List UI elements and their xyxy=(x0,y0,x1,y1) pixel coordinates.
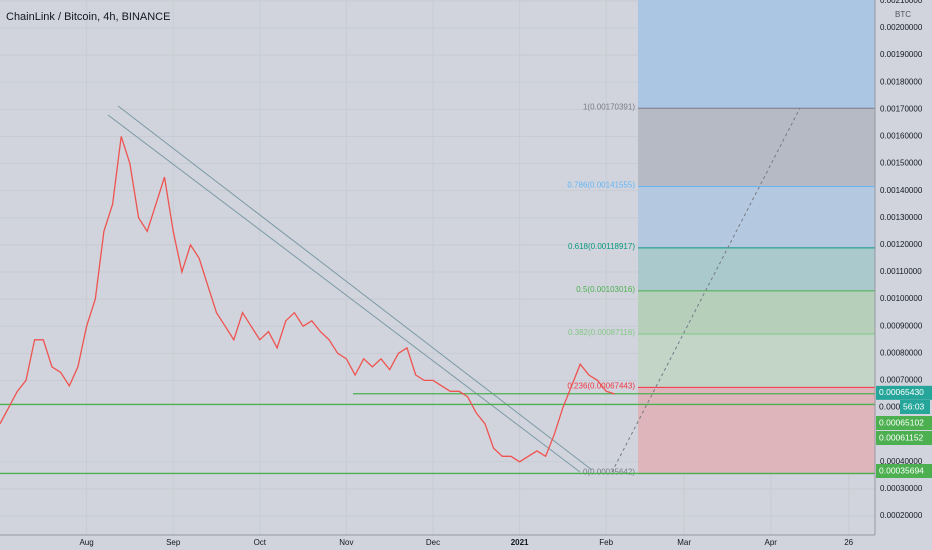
countdown-timer: 56:03 xyxy=(903,401,925,411)
fib-label: 0.5(0.00103016) xyxy=(576,285,635,294)
x-tick-label: Sep xyxy=(166,538,181,547)
axes: 0.00020000 0.00030000 0.00040000 0.00070000… xyxy=(79,0,932,547)
y-tick-label: 0.00120000 xyxy=(880,240,923,249)
fib-zone xyxy=(638,186,875,248)
y-tick-label: 0.00090000 xyxy=(880,321,923,330)
x-tick-label: Dec xyxy=(426,538,440,547)
y-tick-label: 0.00140000 xyxy=(880,186,923,195)
x-tick-label: 26 xyxy=(844,538,853,547)
y-tick-label: 0.00040000 xyxy=(880,457,923,466)
x-tick-label: Feb xyxy=(599,538,613,547)
fib-zone xyxy=(638,247,875,291)
fib-zone xyxy=(638,108,875,187)
price-line xyxy=(0,136,616,463)
x-tick-label: Mar xyxy=(677,538,691,547)
y-tick-label: 0.00180000 xyxy=(880,77,923,86)
fib-zone xyxy=(638,334,875,388)
y-tick-label: 0.00170000 xyxy=(880,104,923,113)
x-tick-label: Oct xyxy=(254,538,267,547)
projection-line xyxy=(611,107,801,473)
fib-retracement: 1(0.00170391) 0.786(0.00141555) 0.618(0.00… xyxy=(567,0,875,477)
y-axis-panel xyxy=(875,0,932,550)
trend-line xyxy=(117,105,593,471)
plot xyxy=(0,105,875,475)
fib-zone xyxy=(638,290,875,335)
fib-label: 0.786(0.00141555) xyxy=(567,181,635,190)
x-tick-label: 2021 xyxy=(511,538,529,547)
x-tick-label: Aug xyxy=(79,538,93,547)
y-tick-label: 0.00190000 xyxy=(880,50,923,59)
y-tick-label: 0.00150000 xyxy=(880,159,923,168)
fib-label: 0.618(0.00118917) xyxy=(568,242,635,251)
x-tick-label: Apr xyxy=(765,538,778,547)
countdown-box xyxy=(900,400,930,414)
price-tag-label: 0.00065430 xyxy=(879,387,924,397)
price-tag xyxy=(876,385,932,400)
price-tag xyxy=(876,464,932,478)
fib-zone xyxy=(638,387,875,474)
price-tag-label: 0.00035694 xyxy=(879,465,924,475)
fib-label: 0.382(0.00087116) xyxy=(568,328,635,337)
price-tag-label: 0.00061152 xyxy=(879,432,924,442)
countdown-price: 0.000 xyxy=(879,401,901,411)
chart-title: ChainLink / Bitcoin, 4h, BINANCE xyxy=(6,11,170,23)
y-tick-label: 0.00210000 xyxy=(880,0,923,5)
price-tag xyxy=(876,416,932,430)
y-tick-label: 0.00080000 xyxy=(880,348,923,357)
fib-label: 0(0.00035642) xyxy=(583,468,635,477)
y-tick-label: 0.00020000 xyxy=(880,511,923,520)
x-tick-label: Nov xyxy=(339,538,353,547)
y-tick-label: 0.00070000 xyxy=(880,376,923,385)
y-tick-label: 0.00160000 xyxy=(880,132,923,141)
y-tick-label: 0.00110000 xyxy=(880,267,922,276)
axis-unit: BTC xyxy=(895,10,911,19)
y-tick-label: 0.00200000 xyxy=(880,23,923,32)
price-tag-label: 0.00065102 xyxy=(879,417,924,427)
y-tick-label: 0.00100000 xyxy=(880,294,923,303)
trend-line xyxy=(107,114,581,473)
y-tick-label: 0.00130000 xyxy=(880,213,923,222)
fib-label: 1(0.00170391) xyxy=(583,102,635,111)
y-tick-label: 0.00030000 xyxy=(880,484,923,493)
price-tag xyxy=(876,431,932,445)
fib-zone xyxy=(638,0,875,109)
